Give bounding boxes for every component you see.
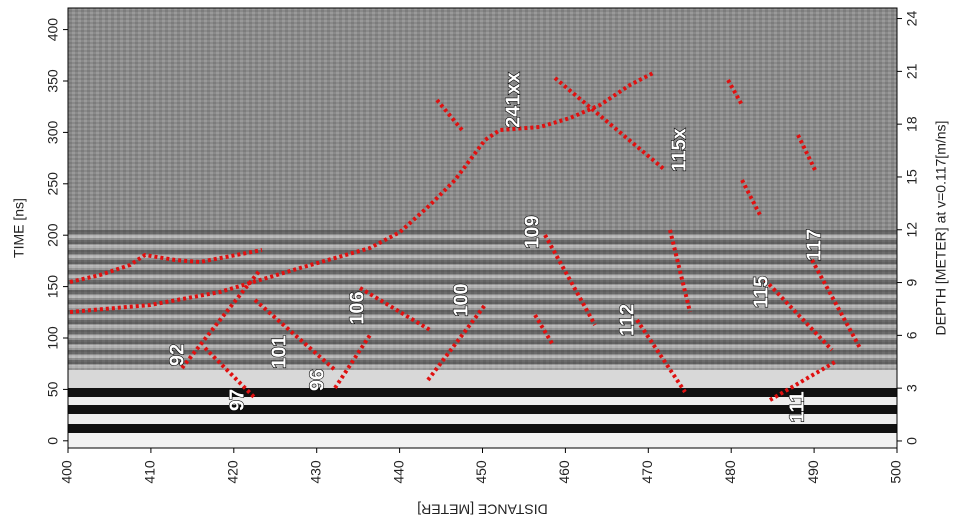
annotations: 92 97 101 96 106 100 109 112 115 117 111 241xx 115x bbox=[166, 72, 826, 424]
annotation: 117 bbox=[803, 229, 825, 261]
annotation: 100 bbox=[450, 283, 472, 316]
y-tick-label: 350 bbox=[45, 69, 61, 93]
x-tick-label: 440 bbox=[390, 460, 406, 484]
y2-tick-label: 24 bbox=[904, 11, 920, 27]
annotation: 109 bbox=[521, 215, 543, 248]
x-tick-label: 410 bbox=[142, 460, 158, 484]
x-tick-label: 470 bbox=[639, 460, 655, 484]
x-tick-label: 480 bbox=[722, 460, 738, 484]
y2-axis-label: DEPTH [METER] at v=0.117[m/ns] bbox=[933, 121, 949, 336]
x-tick-label: 500 bbox=[888, 460, 904, 484]
plot-area bbox=[67, 7, 898, 449]
annotation: 115 bbox=[750, 276, 772, 308]
x-tick-label: 430 bbox=[307, 460, 323, 484]
annotation: 106 bbox=[346, 291, 368, 324]
y-tick-label: 150 bbox=[45, 275, 61, 299]
annotation: 101 bbox=[268, 335, 290, 368]
y2-tick-label: 0 bbox=[904, 437, 920, 445]
x-tick-label: 420 bbox=[225, 460, 241, 484]
x-tick-label: 400 bbox=[59, 460, 75, 484]
annotation: 92 bbox=[166, 344, 188, 366]
y-tick-label: 100 bbox=[45, 326, 61, 350]
interpretation-lines bbox=[69, 70, 862, 402]
annotation: 96 bbox=[306, 369, 328, 391]
y2-tick-label: 15 bbox=[904, 169, 920, 185]
y-tick-label: 400 bbox=[45, 18, 61, 42]
annotation: 112 bbox=[616, 304, 638, 336]
y-tick-label: 200 bbox=[45, 223, 61, 247]
y-tick-label: 300 bbox=[45, 120, 61, 144]
x-tick-label: 490 bbox=[805, 460, 821, 484]
y2-tick-label: 21 bbox=[904, 63, 920, 79]
x-axis-label: DISTANCE [METER] bbox=[417, 501, 547, 517]
annotation: 111 bbox=[786, 391, 808, 422]
annotation: 115x bbox=[668, 128, 690, 171]
annotation: 241xx bbox=[502, 72, 524, 128]
y2-tick-label: 6 bbox=[904, 331, 920, 339]
y2-tick-label: 3 bbox=[904, 384, 920, 392]
y2-tick-label: 9 bbox=[904, 278, 920, 286]
x-tick-label: 450 bbox=[473, 460, 489, 484]
y2-tick-label: 12 bbox=[904, 222, 920, 238]
x-tick-label: 460 bbox=[556, 460, 572, 484]
y-tick-label: 0 bbox=[45, 437, 61, 445]
y-tick-label: 50 bbox=[45, 381, 61, 397]
y2-tick-label: 18 bbox=[904, 116, 920, 132]
annotation: 97 bbox=[226, 389, 248, 411]
y-tick-label: 250 bbox=[45, 172, 61, 196]
y-axis-label: TIME [ns] bbox=[11, 198, 27, 258]
